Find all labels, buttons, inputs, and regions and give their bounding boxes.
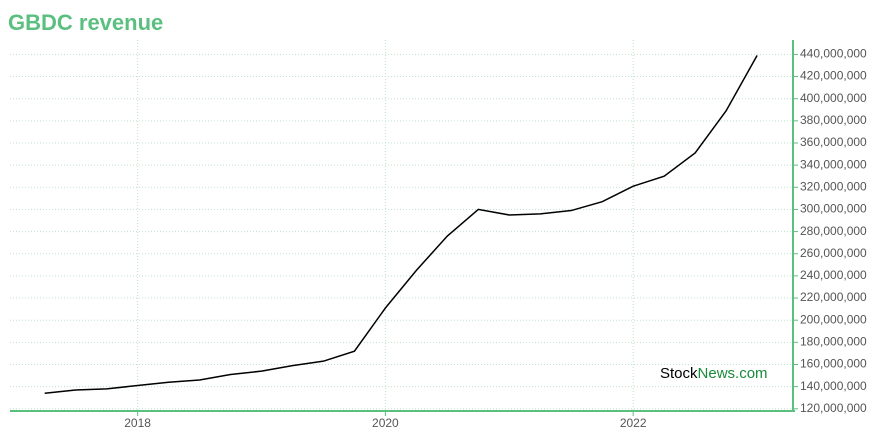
y-tick-label: 160,000,000 (800, 357, 867, 371)
y-tick-label: 180,000,000 (800, 335, 867, 349)
x-tick-label: 2022 (620, 416, 647, 430)
watermark-part: News.com (698, 365, 768, 382)
line (44, 55, 758, 395)
y-tick-label: 420,000,000 (800, 69, 867, 83)
y-tick-label: 360,000,000 (800, 135, 867, 149)
y-tick-label: 220,000,000 (800, 290, 867, 304)
y-tick-label: 440,000,000 (800, 47, 867, 61)
y-tick-label: 320,000,000 (800, 179, 867, 193)
x-tick-label: 2020 (372, 416, 399, 430)
y-tick-label: 120,000,000 (800, 401, 867, 415)
chart-title: GBDC revenue (8, 10, 163, 35)
y-tick-label: 380,000,000 (800, 113, 867, 127)
watermark: StockNews.com (660, 365, 768, 382)
y-tick-label: 400,000,000 (800, 91, 867, 105)
y-tick-label: 240,000,000 (800, 268, 867, 282)
y-tick-label: 200,000,000 (800, 312, 867, 326)
y-tick-label: 260,000,000 (800, 246, 867, 260)
y-tick-label: 340,000,000 (800, 157, 867, 171)
x-tick-label: 2018 (124, 416, 151, 430)
y-tick-label: 300,000,000 (800, 202, 867, 216)
y-tick-label: 280,000,000 (800, 224, 867, 238)
y-tick-label: 140,000,000 (800, 379, 867, 393)
watermark-part: Stock (660, 365, 698, 382)
